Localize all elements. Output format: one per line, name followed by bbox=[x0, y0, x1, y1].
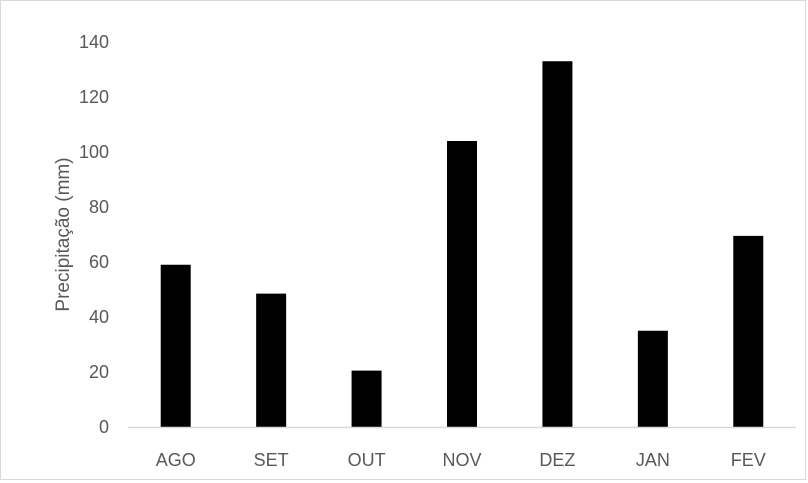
bars bbox=[160, 61, 764, 427]
y-tick-label: 0 bbox=[99, 417, 109, 437]
x-tick-label: SET bbox=[254, 450, 289, 470]
y-tick-label: 120 bbox=[79, 87, 109, 107]
y-axis-ticks: 0 20 40 60 80 100 120 140 bbox=[79, 32, 109, 437]
y-tick-label: 20 bbox=[89, 362, 109, 382]
y-tick-label: 100 bbox=[79, 142, 109, 162]
bar-fev bbox=[733, 235, 764, 427]
y-axis-label: Precipitação (mm) bbox=[53, 157, 74, 311]
x-tick-label: NOV bbox=[442, 450, 481, 470]
bar-dez bbox=[542, 61, 573, 427]
x-tick-label: AGO bbox=[156, 450, 196, 470]
x-axis-ticks: AGO SET OUT NOV DEZ JAN FEV bbox=[156, 450, 766, 470]
y-tick-label: 40 bbox=[89, 307, 109, 327]
x-tick-label: FEV bbox=[731, 450, 766, 470]
x-tick-label: OUT bbox=[348, 450, 386, 470]
bar-nov bbox=[447, 141, 477, 427]
bar-jan bbox=[637, 330, 668, 427]
x-tick-label: DEZ bbox=[539, 450, 575, 470]
bar-out bbox=[351, 370, 382, 427]
y-tick-label: 60 bbox=[89, 252, 109, 272]
y-tick-label: 140 bbox=[79, 32, 109, 52]
bar-ago bbox=[160, 264, 191, 427]
x-tick-label: JAN bbox=[636, 450, 670, 470]
bar-set bbox=[256, 293, 287, 427]
y-tick-label: 80 bbox=[89, 197, 109, 217]
